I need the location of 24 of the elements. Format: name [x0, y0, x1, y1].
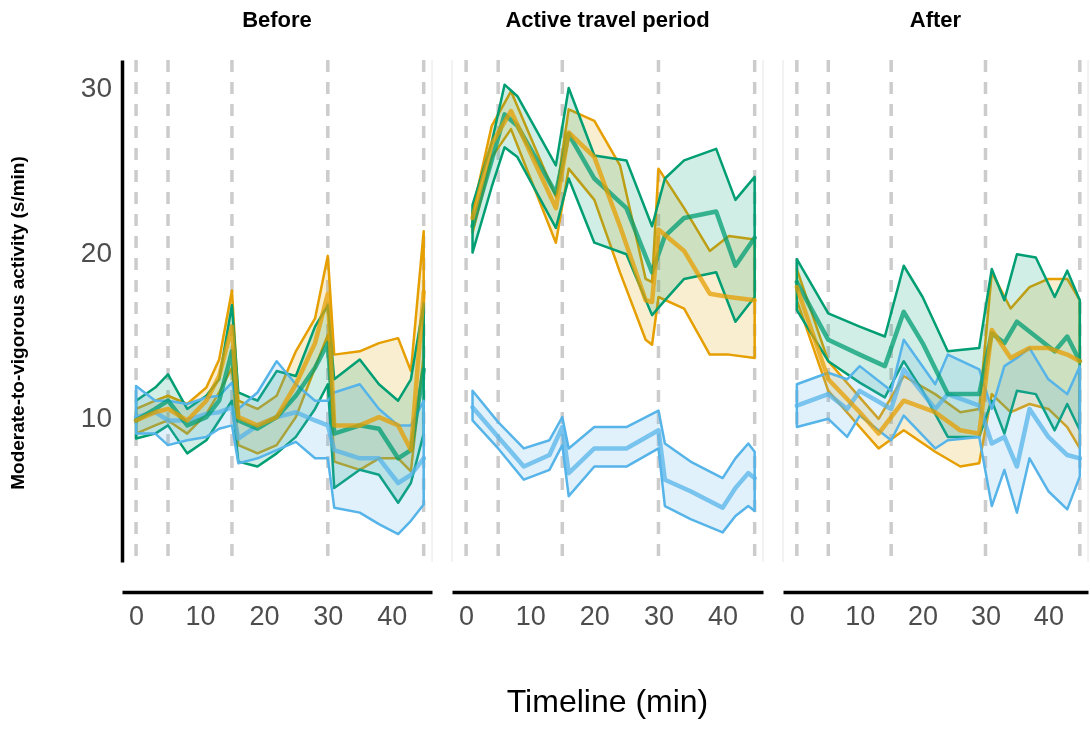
x-tick-label: 10 [515, 601, 546, 632]
x-tick-label: 40 [708, 601, 739, 632]
x-tick-label: 10 [185, 601, 216, 632]
x-tick-label: 20 [249, 601, 280, 632]
chart-title: After [909, 7, 962, 32]
x-tick-label: 0 [789, 601, 805, 632]
x-tick-label: 30 [643, 601, 674, 632]
x-tick-label: 20 [579, 601, 610, 632]
x-tick-label: 0 [129, 601, 145, 632]
line-series [133, 289, 426, 453]
y-tick-label: 30 [80, 72, 112, 104]
chart-title: Active travel period [505, 7, 710, 32]
y-tick-label: 10 [80, 401, 112, 433]
y-tick-label: 20 [80, 237, 112, 269]
x-tick-label: 40 [377, 601, 408, 632]
y-axis-title: Moderate-to-vigorous activity (s/min) [7, 156, 28, 490]
x-tick-label: 20 [908, 601, 939, 632]
x-tick-label: 40 [1033, 601, 1064, 632]
x-tick-label: 0 [459, 601, 475, 632]
x-tick-label: 30 [970, 601, 1002, 632]
chart-title: Before [242, 7, 312, 32]
x-axis-title: Timeline (min) [506, 683, 709, 719]
x-tick-label: 10 [845, 601, 876, 632]
x-tick-label: 30 [313, 601, 344, 632]
